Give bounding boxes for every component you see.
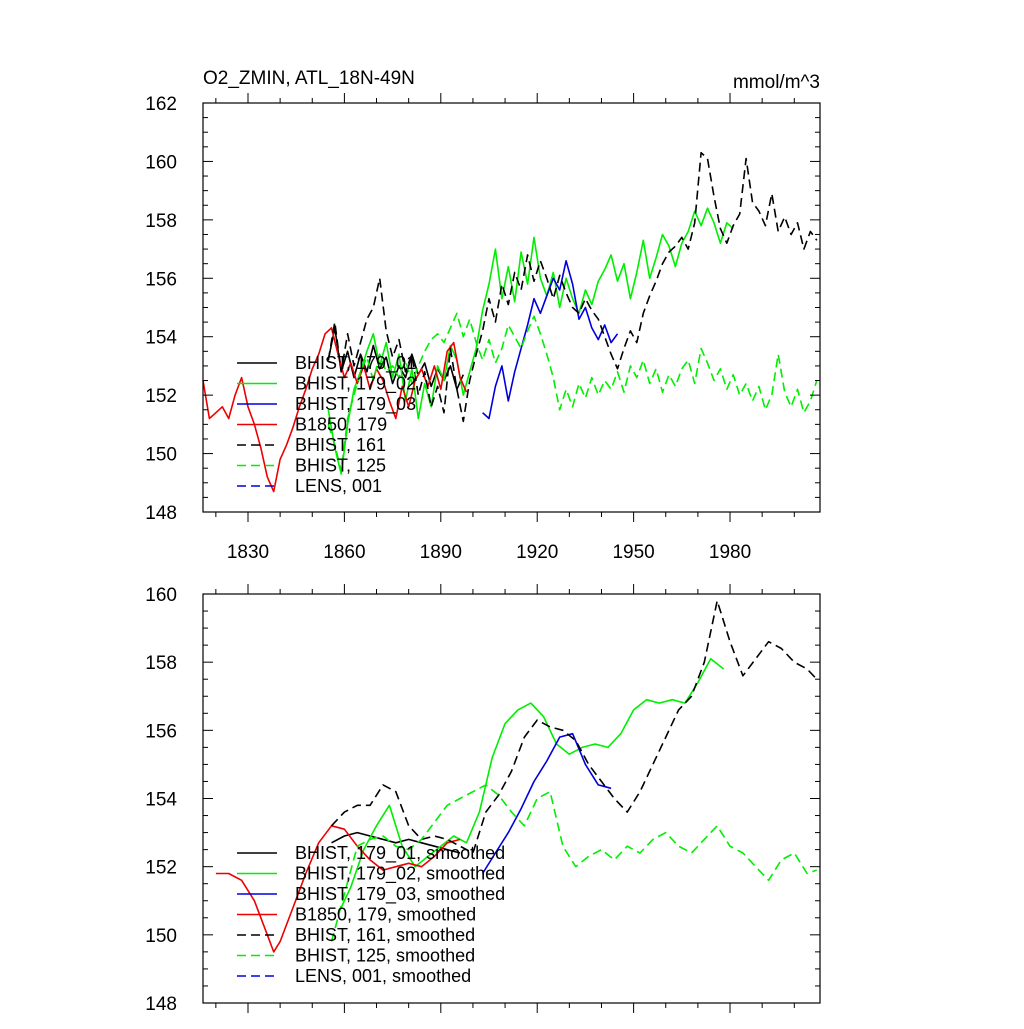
x-tick-label: 1830 — [227, 542, 269, 563]
y-tick-label: 150 — [145, 926, 177, 947]
bottom-panel: 148 150 152 154 156 158 160 BHIST, 179_01, smo… — [145, 584, 821, 1015]
legend-label: BHIST, 179_02 — [295, 374, 416, 395]
legend-label: BHIST, 179_01, smoothed — [295, 843, 505, 864]
series-line-bottom-5 — [330, 784, 818, 942]
y-tick-label: 160 — [145, 152, 177, 173]
y-tick-label: 154 — [145, 790, 177, 811]
legend-label: B1850, 179 — [295, 415, 387, 435]
series-line-top-4 — [327, 151, 818, 423]
y-tick-label: 156 — [145, 721, 177, 742]
x-tick-label: 1860 — [323, 542, 365, 563]
chart-units-label: mmol/m^3 — [733, 72, 820, 93]
legend-label: BHIST, 179_01 — [295, 353, 416, 374]
legend-label: BHIST, 125, smoothed — [295, 946, 475, 966]
y-tick-label: 156 — [145, 269, 177, 290]
bottom-panel-axes: 148 150 152 154 156 158 160 — [145, 584, 821, 1015]
legend-label: BHIST, 179_02, smoothed — [295, 864, 505, 885]
y-tick-label: 158 — [145, 653, 177, 674]
y-tick-label: 152 — [145, 858, 177, 879]
y-tick-label: 152 — [145, 386, 177, 407]
y-tick-label: 162 — [145, 94, 177, 115]
x-tick-label: 1890 — [420, 542, 462, 563]
series-line-bottom-1 — [337, 658, 725, 915]
legend-label: BHIST, 161 — [295, 435, 386, 455]
series-line-top-5 — [327, 312, 818, 472]
x-tick-label: 1980 — [709, 542, 751, 563]
legend-label: B1850, 179, smoothed — [295, 905, 476, 925]
y-tick-label: 148 — [145, 994, 177, 1015]
series-line-bottom-4 — [330, 600, 818, 854]
legend-label: BHIST, 161, smoothed — [295, 925, 475, 945]
series-line-bottom-2 — [481, 732, 612, 874]
x-tick-label: 1920 — [516, 542, 558, 563]
y-tick-label: 158 — [145, 211, 177, 232]
y-tick-label: 154 — [145, 328, 177, 349]
legend-label: BHIST, 179_03, smoothed — [295, 884, 505, 905]
y-tick-label: 160 — [145, 585, 177, 606]
x-tick-label: 1950 — [612, 542, 654, 563]
legend-label: LENS, 001, smoothed — [295, 966, 471, 986]
series-line-top-2 — [482, 260, 619, 420]
legend-label: BHIST, 179_03 — [295, 394, 416, 415]
legend-label: LENS, 001 — [295, 476, 382, 496]
top-panel: O2_ZMIN, ATL_18N-49N mmol/m^3 1481501521… — [145, 68, 821, 563]
chart-title-left: O2_ZMIN, ATL_18N-49N — [203, 68, 415, 89]
y-tick-label: 150 — [145, 445, 177, 466]
top-panel-axes: 148 150 152 154 156 158 160 162 1830 1860 1890 1920… — [145, 93, 821, 563]
y-tick-label: 148 — [145, 503, 177, 524]
series-line-top-1 — [327, 207, 734, 475]
legend-label: BHIST, 125 — [295, 456, 386, 476]
top-panel-series — [202, 151, 818, 493]
series-line-top-3 — [202, 327, 468, 493]
bottom-panel-series — [215, 600, 818, 953]
